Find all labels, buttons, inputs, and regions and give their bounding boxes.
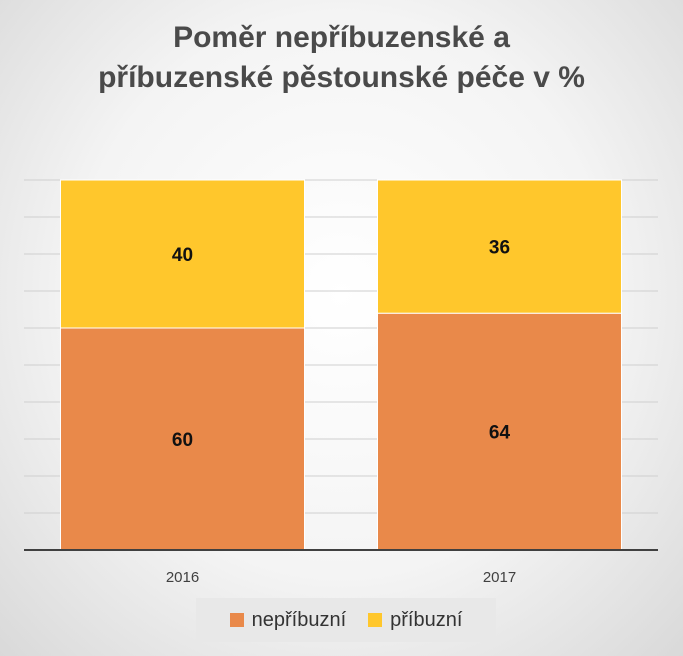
bar-nepribuzni-2016: [60, 327, 305, 551]
legend: nepříbuzní příbuzní: [196, 598, 496, 642]
legend-swatch-nepribuzni: [229, 613, 244, 627]
chart-title-line-2: příbuzenské pěstounské péče v %: [98, 61, 585, 94]
data-label-pribuzni-2016: 40: [172, 245, 193, 266]
chart-title: Poměr nepříbuzenské a příbuzenské pěstou…: [0, 18, 683, 98]
chart-title-line-1: Poměr nepříbuzenské a: [173, 21, 510, 54]
bar-pribuzni-2016: [60, 179, 305, 329]
legend-label-nepribuzni: nepříbuzní: [251, 608, 347, 631]
legend-swatch-pribuzni: [368, 613, 383, 627]
legend-item-nepribuzni: nepříbuzní: [229, 608, 347, 632]
data-label-nepribuzni-2016: 60: [172, 430, 193, 451]
x-tick-label-2016: 2016: [166, 569, 199, 586]
legend-item-pribuzni: příbuzní: [368, 609, 462, 632]
bar-pribuzni-2017: [377, 179, 622, 314]
x-tick-label-2017: 2017: [483, 569, 516, 586]
data-label-nepribuzni-2017: 64: [489, 423, 511, 444]
bar-nepribuzni-2017: [377, 312, 622, 551]
data-label-pribuzni-2017: 36: [489, 238, 510, 259]
legend-label-pribuzni: příbuzní: [390, 608, 463, 631]
